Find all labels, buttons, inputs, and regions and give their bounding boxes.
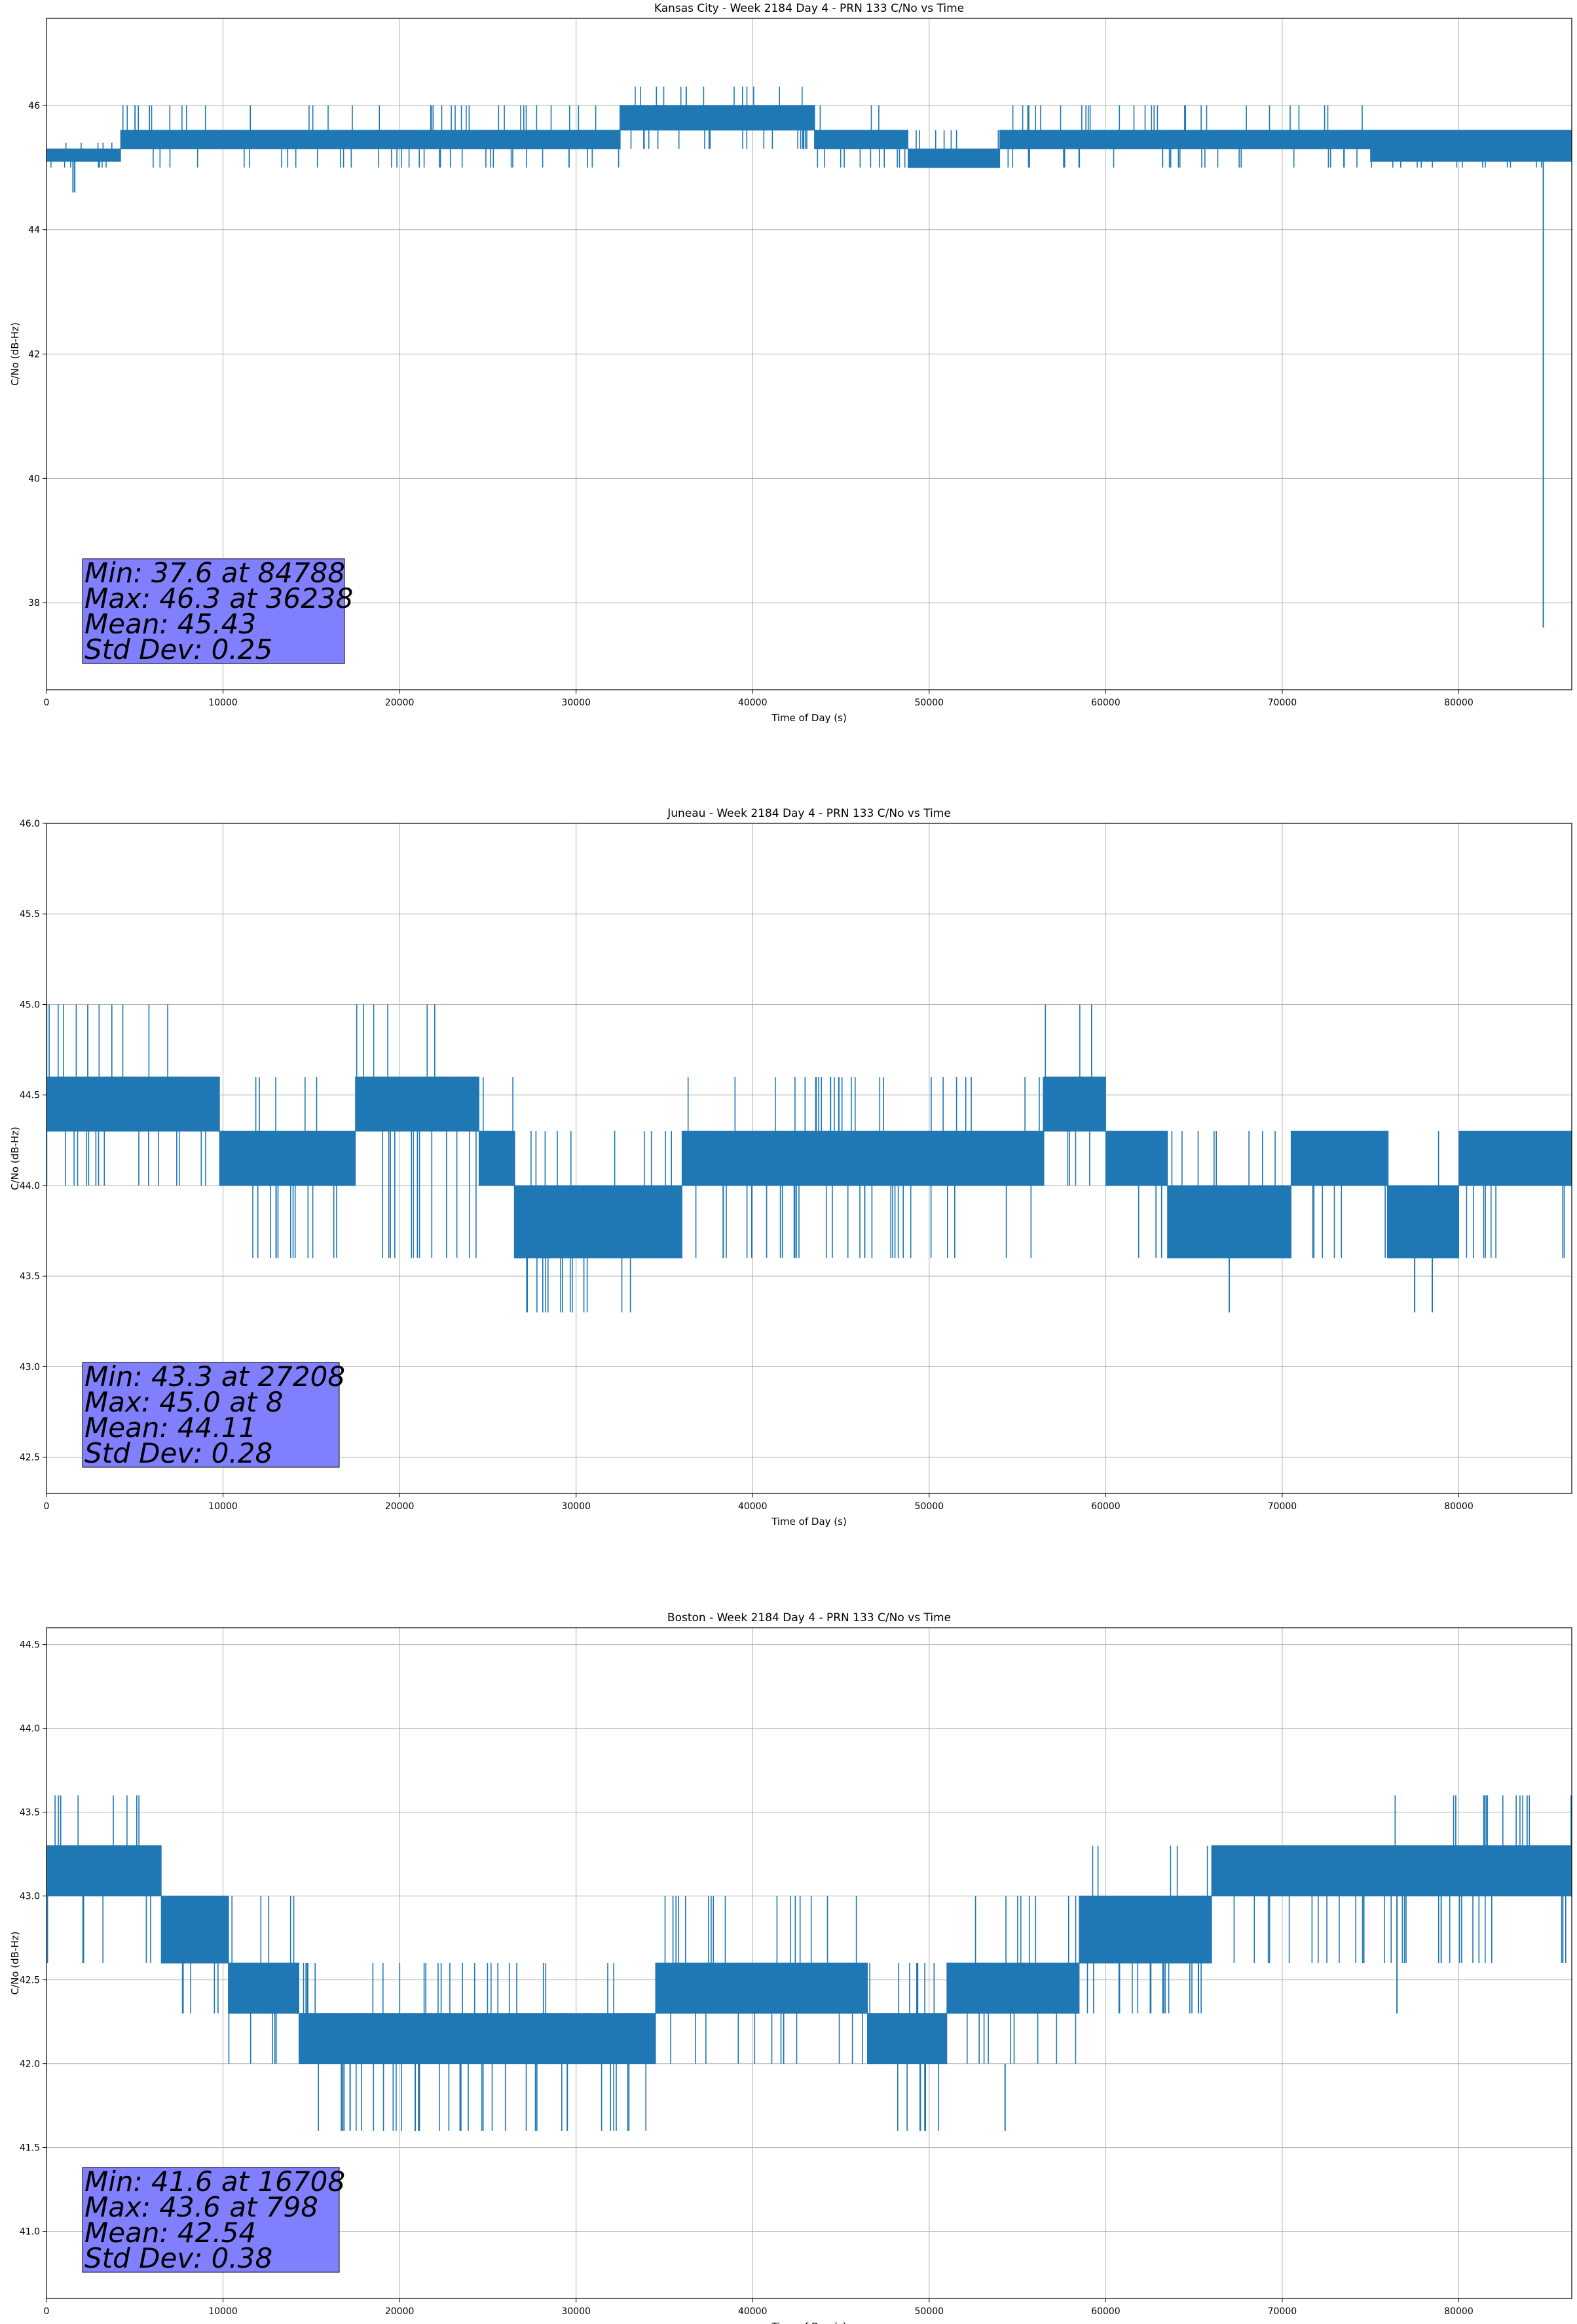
y-axis-label: C/No (dB-Hz) [9,322,21,386]
y-tick-label: 45.0 [20,1000,40,1010]
ticks: 0 10000 20000 30000 40000 50000 60000 70000 8000… [20,1640,1474,2317]
x-tick-label: 60000 [1091,2306,1121,2317]
y-tick-label: 42.5 [20,1976,40,1986]
x-tick-label: 40000 [738,698,768,708]
y-tick-label: 44.0 [20,1724,40,1734]
y-tick-label: 43.5 [20,1808,40,1818]
x-tick-label: 70000 [1268,1501,1297,1512]
x-axis-label: Time of Day (s) [771,1516,847,1527]
stats-mean: Mean: 44.11 [84,1412,256,1444]
y-tick-label: 42 [28,350,40,360]
chart-title: Boston - Week 2184 Day 4 - PRN 133 C/No … [667,1611,951,1624]
x-tick-label: 80000 [1444,698,1474,708]
y-axis-label: C/No (dB-Hz) [9,1127,21,1190]
chart-title: Juneau - Week 2184 Day 4 - PRN 133 C/No … [667,807,951,820]
series-line [46,86,1572,628]
stats-std-dev: Std Dev: 0.28 [84,1437,272,1469]
stats-box-background [82,558,345,664]
y-axis-label: C/No (dB-Hz) [9,1932,21,1995]
x-tick-label: 30000 [561,698,591,708]
y-tick-label: 40 [28,474,40,484]
stats-mean: Mean: 42.54 [84,2217,256,2249]
chart-panel-2: 0 10000 20000 30000 40000 50000 60000 70000 8000… [9,807,1572,1527]
series-fluctuation [46,1795,1572,2131]
y-tick-label: 44.5 [20,1091,40,1101]
x-tick-label: 0 [44,698,50,708]
y-tick-label: 43.0 [20,1892,40,1902]
stats-std-dev: Std Dev: 0.25 [84,633,272,665]
ticks: 0 10000 20000 30000 40000 50000 60000 70000 8000… [20,819,1474,1512]
chart-panel-3: 0 10000 20000 30000 40000 50000 60000 70000 8000… [9,1611,1572,2324]
stats-max: Max: 46.3 at 36238 [84,582,353,614]
y-tick-label: 44.5 [20,1640,40,1651]
x-tick-label: 10000 [208,2306,238,2317]
x-tick-label: 30000 [561,1501,591,1512]
x-tick-label: 70000 [1268,2306,1297,2317]
stats-box-background [82,1362,340,1468]
chart-panel-1: 0 10000 20000 30000 40000 50000 60000 70000 8000… [9,2,1572,724]
y-tick-label: 38 [28,598,40,609]
x-tick-label: 60000 [1091,1501,1121,1512]
chart-title: Kansas City - Week 2184 Day 4 - PRN 133 … [654,2,964,15]
series-band [46,1076,1572,1259]
x-tick-label: 30000 [561,2306,591,2317]
y-tick-label: 43.5 [20,1271,40,1282]
x-axis-label: Time of Day (s) [771,2321,847,2324]
axes-frame [46,1627,1572,2299]
y-tick-label: 44.0 [20,1181,40,1191]
ticks: 0 10000 20000 30000 40000 50000 60000 70000 8000… [28,101,1474,708]
x-tick-label: 20000 [385,2306,415,2317]
stats-std-dev: Std Dev: 0.38 [84,2242,272,2274]
y-tick-label: 41.0 [20,2227,40,2238]
axes-frame [46,823,1572,1494]
y-tick-label: 43.0 [20,1362,40,1372]
series-line [46,1004,1572,1313]
x-tick-label: 0 [44,1501,50,1512]
x-tick-label: 40000 [738,1501,768,1512]
y-tick-label: 46.0 [20,819,40,829]
x-axis-label: Time of Day (s) [771,712,847,724]
x-tick-label: 80000 [1444,2306,1474,2317]
x-tick-label: 40000 [738,2306,768,2317]
x-tick-label: 20000 [385,1501,415,1512]
series-line [46,1795,1572,2131]
y-tick-label: 45.5 [20,909,40,920]
stats-min: Min: 41.6 at 16708 [84,2165,345,2198]
stats-max: Max: 45.0 at 8 [84,1386,283,1418]
y-tick-label: 42.0 [20,2059,40,2070]
y-tick-label: 42.5 [20,1453,40,1463]
stats-box-background [82,2167,340,2273]
stats-min: Min: 43.3 at 27208 [84,1360,345,1393]
x-tick-label: 0 [44,2306,50,2317]
x-tick-label: 50000 [915,1501,944,1512]
x-tick-label: 10000 [208,698,238,708]
panels: 0 10000 20000 30000 40000 50000 60000 70000 8000… [9,2,1572,2324]
x-tick-label: 50000 [915,698,944,708]
stats-min: Min: 37.6 at 84788 [84,557,345,589]
x-tick-label: 60000 [1091,698,1121,708]
stats-max: Max: 43.6 at 798 [84,2191,318,2223]
x-tick-label: 80000 [1444,1501,1474,1512]
y-tick-label: 44 [28,225,40,236]
x-tick-label: 70000 [1268,698,1297,708]
x-tick-label: 20000 [385,698,415,708]
x-tick-label: 10000 [208,1501,238,1512]
y-tick-label: 46 [28,101,40,111]
x-tick-label: 50000 [915,2306,944,2317]
y-tick-label: 41.5 [20,2143,40,2154]
stats-mean: Mean: 45.43 [84,608,256,640]
